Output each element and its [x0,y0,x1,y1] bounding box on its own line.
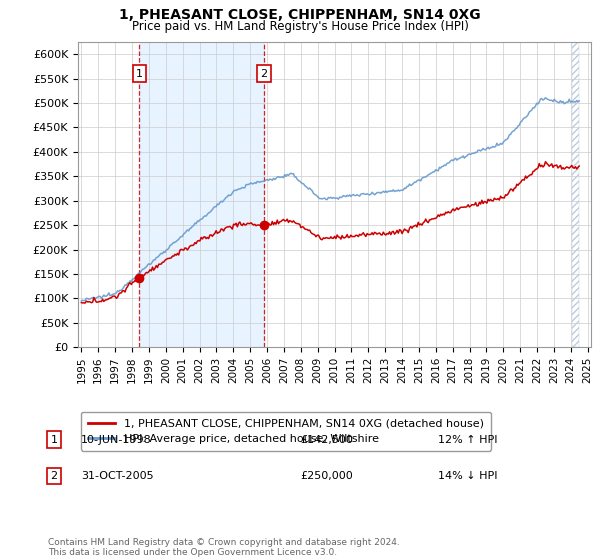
Text: £142,500: £142,500 [300,435,353,445]
Text: 1: 1 [50,435,58,445]
Text: Price paid vs. HM Land Registry's House Price Index (HPI): Price paid vs. HM Land Registry's House … [131,20,469,32]
Text: 2: 2 [260,69,268,79]
Text: £250,000: £250,000 [300,471,353,481]
Legend: 1, PHEASANT CLOSE, CHIPPENHAM, SN14 0XG (detached house), HPI: Average price, de: 1, PHEASANT CLOSE, CHIPPENHAM, SN14 0XG … [81,412,491,451]
Text: 12% ↑ HPI: 12% ↑ HPI [438,435,497,445]
Text: 1: 1 [136,69,143,79]
Text: 1, PHEASANT CLOSE, CHIPPENHAM, SN14 0XG: 1, PHEASANT CLOSE, CHIPPENHAM, SN14 0XG [119,8,481,22]
Text: Contains HM Land Registry data © Crown copyright and database right 2024.
This d: Contains HM Land Registry data © Crown c… [48,538,400,557]
Text: 2: 2 [50,471,58,481]
Text: 14% ↓ HPI: 14% ↓ HPI [438,471,497,481]
Text: 31-OCT-2005: 31-OCT-2005 [81,471,154,481]
Text: 10-JUN-1998: 10-JUN-1998 [81,435,152,445]
